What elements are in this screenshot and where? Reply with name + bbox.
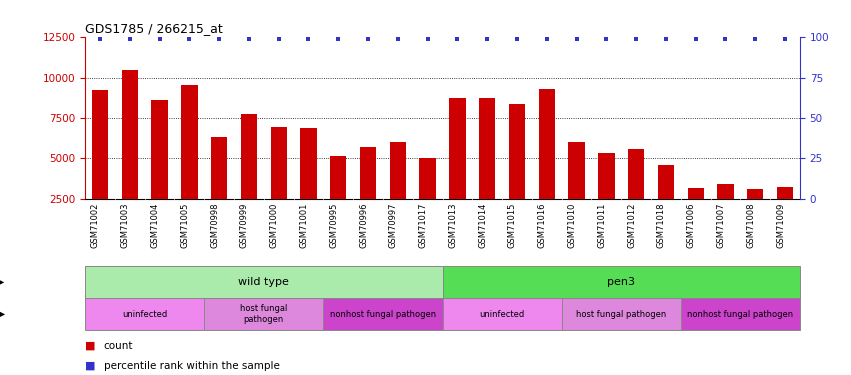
Bar	[390, 141, 406, 239]
Bar	[330, 156, 346, 239]
Text: nonhost fungal pathogen: nonhost fungal pathogen	[688, 310, 793, 319]
Text: ■: ■	[85, 341, 95, 351]
Text: GDS1785 / 266215_at: GDS1785 / 266215_at	[85, 22, 223, 35]
Text: GSM71005: GSM71005	[180, 202, 190, 248]
Text: genotype/variation ▶: genotype/variation ▶	[0, 277, 4, 287]
Text: uninfected: uninfected	[122, 310, 168, 319]
Bar	[122, 70, 138, 239]
Text: GSM71013: GSM71013	[448, 202, 458, 248]
Bar	[539, 89, 555, 239]
Bar	[443, 298, 562, 330]
Text: ■: ■	[85, 361, 95, 371]
Bar	[628, 149, 644, 239]
Bar	[300, 128, 317, 239]
Text: GSM71006: GSM71006	[687, 202, 696, 248]
Bar	[420, 158, 436, 239]
Text: GSM71002: GSM71002	[91, 202, 100, 248]
Bar	[151, 100, 168, 239]
Text: GSM70999: GSM70999	[240, 202, 249, 248]
Bar	[658, 165, 674, 239]
Text: GSM71011: GSM71011	[597, 202, 607, 248]
Text: GSM71010: GSM71010	[568, 202, 577, 248]
Bar	[681, 298, 800, 330]
Bar	[598, 153, 614, 239]
Bar	[271, 127, 287, 239]
Bar	[211, 136, 227, 239]
Text: GSM71001: GSM71001	[300, 202, 308, 248]
Bar	[360, 147, 376, 239]
Text: GSM70998: GSM70998	[210, 202, 220, 248]
Bar	[479, 98, 495, 239]
Text: GSM70995: GSM70995	[329, 202, 339, 248]
Text: GSM71018: GSM71018	[657, 202, 665, 248]
Bar	[568, 142, 585, 239]
Text: host fungal pathogen: host fungal pathogen	[576, 310, 666, 319]
Text: host fungal
pathogen: host fungal pathogen	[240, 304, 288, 324]
Text: percentile rank within the sample: percentile rank within the sample	[104, 361, 280, 371]
Text: GSM71009: GSM71009	[776, 202, 785, 248]
Bar	[449, 98, 465, 239]
Bar	[85, 298, 204, 330]
Bar	[562, 298, 681, 330]
Text: uninfected: uninfected	[479, 310, 525, 319]
Text: GSM71012: GSM71012	[627, 202, 636, 248]
Bar	[688, 188, 704, 239]
Bar	[777, 188, 793, 239]
Text: GSM71015: GSM71015	[508, 202, 517, 248]
Text: GSM71017: GSM71017	[419, 202, 427, 248]
Bar	[181, 85, 197, 239]
Text: GSM71014: GSM71014	[478, 202, 487, 248]
Bar	[85, 266, 443, 298]
Text: GSM70996: GSM70996	[359, 202, 368, 248]
Bar	[717, 184, 734, 239]
Text: GSM71016: GSM71016	[538, 202, 546, 248]
Bar	[241, 114, 257, 239]
Text: count: count	[104, 341, 134, 351]
Bar	[747, 189, 763, 239]
Text: GSM71004: GSM71004	[151, 202, 160, 248]
Bar	[92, 90, 108, 239]
Text: GSM70997: GSM70997	[389, 202, 398, 248]
Bar	[204, 298, 323, 330]
Text: GSM71003: GSM71003	[121, 202, 129, 248]
Text: wild type: wild type	[238, 277, 289, 287]
Text: nonhost fungal pathogen: nonhost fungal pathogen	[330, 310, 436, 319]
Text: GSM71008: GSM71008	[746, 202, 756, 248]
Bar	[509, 104, 525, 239]
Text: GSM71007: GSM71007	[717, 202, 725, 248]
Text: pen3: pen3	[608, 277, 635, 287]
Bar	[323, 298, 443, 330]
Text: GSM71000: GSM71000	[270, 202, 278, 248]
Text: infection ▶: infection ▶	[0, 309, 4, 319]
Bar	[443, 266, 800, 298]
